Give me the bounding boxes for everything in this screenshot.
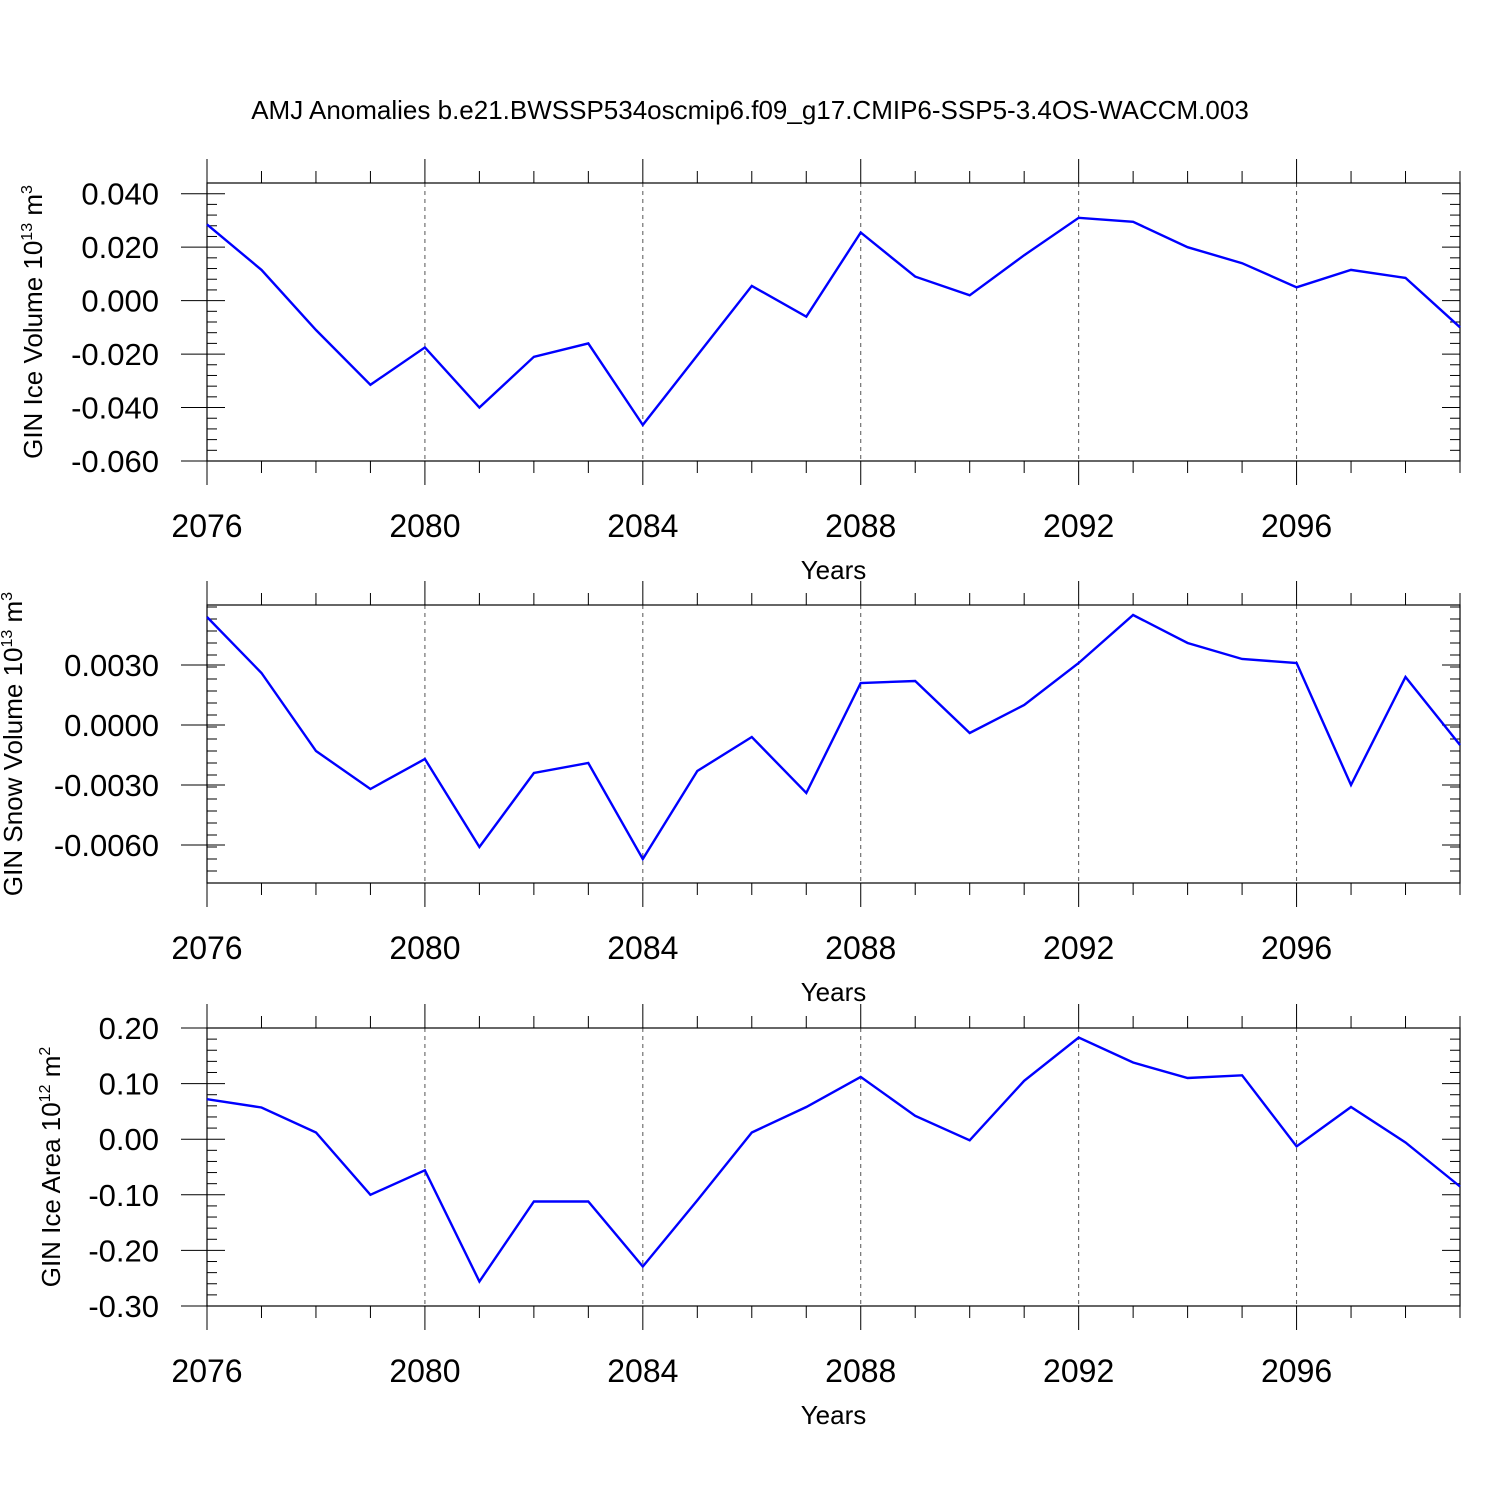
y-tick-label: 0.020 <box>81 230 159 265</box>
series-line <box>207 1038 1460 1282</box>
x-tick-label: 2076 <box>171 1353 242 1389</box>
y-tick-label: -0.20 <box>88 1233 159 1268</box>
x-tick-label: 2084 <box>607 508 678 544</box>
y-tick-label: 0.20 <box>99 1011 159 1046</box>
x-tick-label: 2080 <box>389 930 460 966</box>
x-tick-label: 2076 <box>171 508 242 544</box>
plot-frame <box>207 183 1460 461</box>
chart-panel-2: 2076 2080 2084 2088 2092 2096 Years 0.0030 0.000… <box>0 581 1460 1007</box>
x-tick-label: 2096 <box>1261 508 1332 544</box>
x-tick-label: 2084 <box>607 930 678 966</box>
y-tick-label: 0.000 <box>81 284 159 319</box>
x-tick-label: 2080 <box>389 1353 460 1389</box>
x-tick-label: 2088 <box>825 508 896 544</box>
chart-panel-1: 2076 2080 2084 2088 2092 2096 Years 0.040 0.020 0… <box>18 159 1460 585</box>
y-tick-label: -0.060 <box>71 444 159 479</box>
x-tick-label: 2088 <box>825 930 896 966</box>
y-axis-label: GIN Ice Volume 1013 m3 <box>18 185 48 459</box>
y-axis-label: GIN Snow Volume 1013 m3 <box>0 592 28 896</box>
y-tick-label: 0.040 <box>81 177 159 212</box>
y-tick-label: -0.040 <box>71 391 159 426</box>
x-tick-label: 2084 <box>607 1353 678 1389</box>
panels: 2076 2080 2084 2088 2092 2096 Years 0.040 0.020 0… <box>0 159 1460 1430</box>
x-tick-label: 2092 <box>1043 508 1114 544</box>
y-tick-label: -0.10 <box>88 1178 159 1213</box>
y-tick-label: -0.020 <box>71 337 159 372</box>
y-axis-label: GIN Ice Area 1012 m2 <box>36 1047 66 1288</box>
plot-frame <box>207 605 1460 883</box>
y-tick-label: 0.10 <box>99 1067 159 1102</box>
y-tick-label: 0.00 <box>99 1122 159 1157</box>
x-tick-label: 2076 <box>171 930 242 966</box>
x-axis-label: Years <box>801 555 867 585</box>
plot-frame <box>207 1028 1460 1306</box>
x-tick-label: 2080 <box>389 508 460 544</box>
y-tick-label: -0.0030 <box>54 768 159 803</box>
series-line <box>207 218 1460 425</box>
y-tick-label: -0.30 <box>88 1289 159 1324</box>
x-axis-label: Years <box>801 1400 867 1430</box>
series-line <box>207 615 1460 859</box>
x-tick-label: 2092 <box>1043 930 1114 966</box>
chart-panel-3: 2076 2080 2084 2088 2092 2096 Years 0.20 0.10 0.0… <box>36 1004 1460 1430</box>
x-tick-label: 2096 <box>1261 930 1332 966</box>
y-tick-label: 0.0030 <box>64 648 159 683</box>
x-tick-label: 2092 <box>1043 1353 1114 1389</box>
x-tick-label: 2096 <box>1261 1353 1332 1389</box>
x-tick-label: 2088 <box>825 1353 896 1389</box>
y-tick-label: 0.0000 <box>64 708 159 743</box>
figure-title: AMJ Anomalies b.e21.BWSSP534oscmip6.f09_… <box>251 95 1249 125</box>
x-axis-label: Years <box>801 977 867 1007</box>
y-tick-label: -0.0060 <box>54 828 159 863</box>
